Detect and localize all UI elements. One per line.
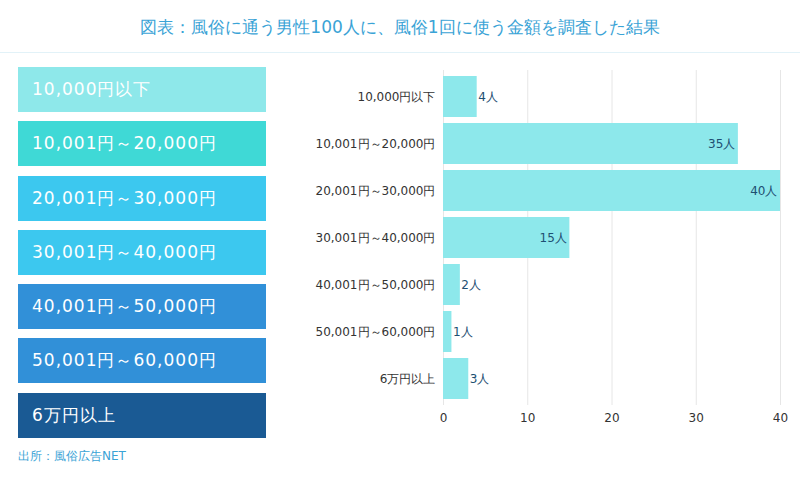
svg-text:40: 40 (773, 411, 788, 425)
svg-text:30: 30 (689, 411, 704, 425)
svg-text:2人: 2人 (461, 278, 481, 292)
html-text:30,001円～40,000円: 30,001円～40,000円 (32, 241, 217, 262)
svg-text:50,001円～60,000円: 50,001円～60,000円 (316, 325, 436, 339)
svg-text:20: 20 (604, 411, 619, 425)
html-text:50,001円～60,000円: 50,001円～60,000円 (32, 350, 217, 371)
html-text:10,001円～20,000円: 10,001円～20,000円 (32, 133, 217, 154)
html-text:10,000円以下: 10,000円以下 (32, 79, 152, 99)
html-text:6万円以上: 6万円以上 (32, 404, 116, 425)
svg-text:3人: 3人 (470, 372, 490, 386)
svg-text:6万円以上: 6万円以上 (380, 372, 436, 386)
svg-text:1人: 1人 (453, 325, 473, 339)
svg-text:40人: 40人 (750, 184, 777, 198)
svg-text:30,001円～40,000円: 30,001円～40,000円 (316, 231, 436, 245)
svg-text:35人: 35人 (708, 137, 735, 151)
svg-text:0: 0 (440, 411, 448, 425)
svg-text:15人: 15人 (540, 231, 567, 245)
html-text:40,001円～50,000円: 40,001円～50,000円 (32, 296, 217, 317)
svg-text:10,000円以下: 10,000円以下 (358, 90, 436, 104)
svg-text:20,001円～30,000円: 20,001円～30,000円 (316, 184, 436, 198)
svg-text:40,001円～50,000円: 40,001円～50,000円 (316, 278, 436, 292)
html-text:図表：風俗に通う男性100人に、風俗1回に使う金額を調査した: 図表：風俗に通う男性100人に、風俗1回に使う金額を調査した結果 (140, 17, 660, 37)
html-text:出所：風俗広告NET: 出所：風俗広告NET (18, 449, 126, 463)
html-text:20,001円～30,000円: 20,001円～30,000円 (32, 187, 217, 208)
svg-text:10: 10 (520, 411, 535, 425)
svg-text:10,001円～20,000円: 10,001円～20,000円 (316, 137, 436, 151)
svg-text:4人: 4人 (478, 90, 498, 104)
